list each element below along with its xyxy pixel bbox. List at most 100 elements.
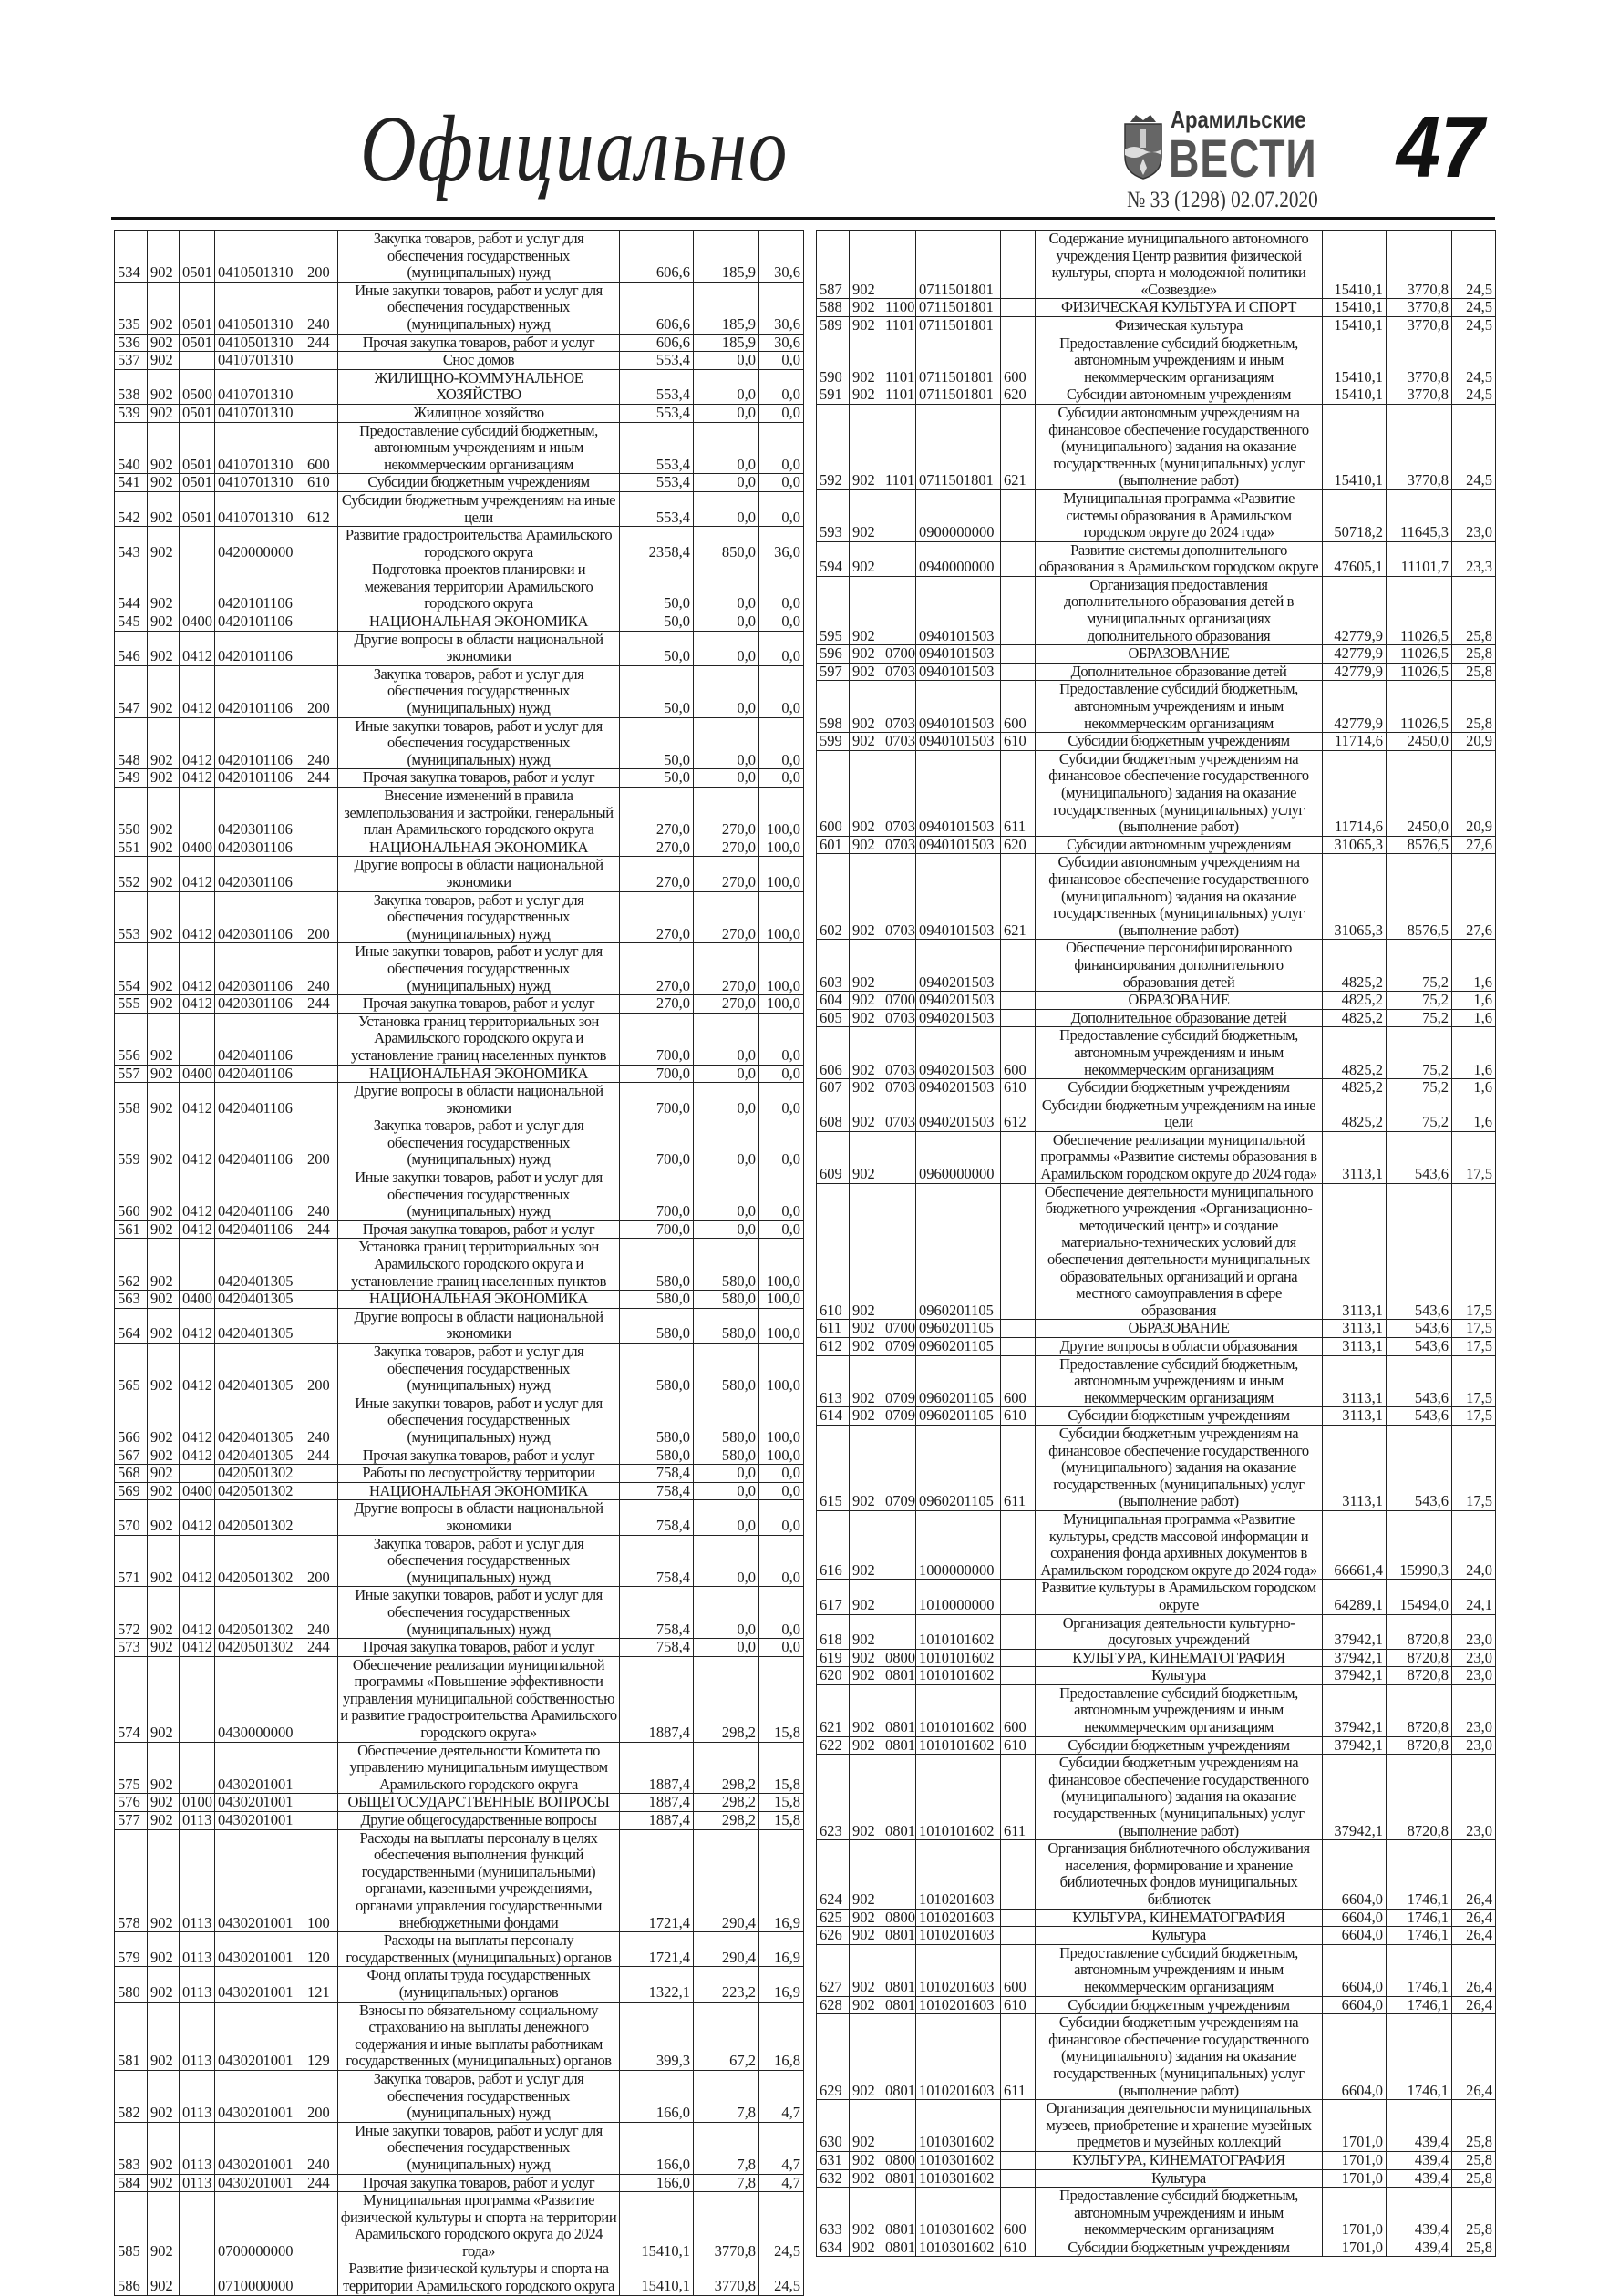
ministry-code-cell: 902 [147, 994, 180, 1014]
expense-type-cell [304, 1064, 338, 1084]
description-cell: Предоставление субсидий бюджетным, автон… [1035, 1354, 1323, 1408]
table-row: 543 902 0420000000 Развитие градостроительс… [114, 526, 804, 562]
execution-percent-cell: 15,8 [758, 1655, 804, 1743]
target-code-cell: 0410701310 [214, 473, 304, 492]
plan-amount-cell: 1887,4 [619, 1655, 694, 1743]
description-cell: Иные закупки товаров, работ и услуг для … [337, 281, 620, 335]
ministry-code-cell: 902 [147, 1828, 180, 1933]
description-cell: Фонд оплаты труда государственных (муниц… [337, 1966, 620, 2003]
row-number-cell: 584 [114, 2173, 148, 2193]
section-code-cell: 0703 [882, 853, 916, 941]
description-cell: ОБРАЗОВАНИЕ [1035, 644, 1323, 664]
execution-percent-cell: 0,0 [758, 351, 804, 370]
expense-type-cell: 611 [1000, 749, 1036, 837]
executed-amount-cell: 0,0 [693, 403, 759, 423]
table-row: 626 902 0801 1010201603 Культура 6604,0 1746,1… [816, 1926, 1496, 1945]
description-cell: Предоставление субсидий бюджетным, автон… [1035, 2187, 1323, 2239]
description-cell: Обеспечение реализации муниципальной про… [1035, 1130, 1323, 1184]
executed-amount-cell: 7,8 [693, 2173, 759, 2193]
executed-amount-cell: 270,0 [693, 838, 759, 858]
expense-type-cell [304, 351, 338, 370]
section-code-cell [882, 541, 916, 577]
table-row: 633 902 0801 1010301602 600 Предоставление су… [816, 2187, 1496, 2239]
section-code-cell [882, 1130, 916, 1184]
target-code-cell: 1010000000 [915, 1579, 1001, 1615]
plan-amount-cell: 11714,6 [1322, 732, 1387, 751]
execution-percent-cell: 4,7 [758, 2121, 804, 2175]
ministry-code-cell: 902 [147, 716, 180, 770]
target-code-cell: 0420501302 [214, 1534, 304, 1588]
executed-amount-cell: 298,2 [693, 1811, 759, 1830]
description-cell: Предоставление субсидий бюджетным, автон… [1035, 1943, 1323, 1997]
description-cell: Организация библиотечного обслуживания н… [1035, 1839, 1323, 1910]
executed-amount-cell: 290,4 [693, 1828, 759, 1933]
table-row: 586 902 0710000000 Развитие физической куль… [114, 2260, 804, 2296]
ministry-code-cell: 902 [849, 298, 882, 317]
row-number-cell: 538 [114, 368, 148, 405]
ministry-code-cell: 902 [849, 1926, 882, 1945]
executed-amount-cell: 0,0 [693, 490, 759, 528]
description-cell: Прочая закупка товаров, работ и услуг [337, 768, 620, 788]
table-row: 631 902 0800 1010301602 КУЛЬТУРА, КИНЕМАТОГР… [816, 2150, 1496, 2170]
section-code-cell: 0113 [179, 2069, 215, 2123]
plan-amount-cell: 270,0 [619, 787, 694, 839]
target-code-cell: 0940101503 [915, 662, 1001, 682]
target-code-cell: 0430201001 [214, 1793, 304, 1813]
executed-amount-cell: 0,0 [693, 1534, 759, 1588]
table-row: 574 902 0430000000 Обеспечение реализации м… [114, 1655, 804, 1743]
section-code-cell: 0113 [179, 2001, 215, 2071]
section-code-cell: 0400 [179, 1481, 215, 1501]
row-number-cell: 608 [816, 1096, 850, 1132]
executed-amount-cell: 2450,0 [1386, 732, 1452, 751]
expense-type-cell: 244 [304, 768, 338, 788]
plan-amount-cell: 580,0 [619, 1307, 694, 1344]
ministry-code-cell: 902 [147, 2260, 180, 2296]
plan-amount-cell: 700,0 [619, 1064, 694, 1084]
executed-amount-cell: 0,0 [693, 613, 759, 632]
section-code-cell: 0703 [882, 662, 916, 682]
description-cell: Предоставление субсидий бюджетным, автон… [1035, 1683, 1323, 1737]
expense-type-cell: 600 [1000, 1683, 1036, 1737]
target-code-cell: 0420301106 [214, 787, 304, 839]
target-code-cell: 0420101106 [214, 716, 304, 770]
expense-type-cell [1000, 1509, 1036, 1580]
executed-amount-cell: 11026,5 [1386, 662, 1452, 682]
expense-type-cell: 240 [304, 716, 338, 770]
row-number-cell: 613 [816, 1354, 850, 1408]
execution-percent-cell: 1,6 [1451, 1008, 1496, 1028]
execution-percent-cell: 24,5 [1451, 229, 1496, 300]
plan-amount-cell: 31065,3 [1322, 853, 1387, 941]
plan-amount-cell: 606,6 [619, 230, 694, 283]
ministry-code-cell: 902 [849, 2168, 882, 2188]
expense-type-cell: 240 [304, 1169, 338, 1221]
expense-type-cell: 612 [304, 490, 338, 528]
plan-amount-cell: 4825,2 [1322, 1026, 1387, 1080]
table-row: 577 902 0113 0430201001 Другие общегосударст… [114, 1811, 804, 1830]
section-code-cell: 0703 [882, 1008, 916, 1028]
table-row: 629 902 0801 1010201603 611 Субсидии бюджетны… [816, 2013, 1496, 2101]
expense-type-cell: 200 [304, 230, 338, 283]
ministry-code-cell: 902 [849, 662, 882, 682]
target-code-cell: 0420401106 [214, 1064, 304, 1084]
executed-amount-cell: 270,0 [693, 994, 759, 1014]
execution-percent-cell: 23,0 [1451, 1683, 1496, 1737]
executed-amount-cell: 580,0 [693, 1290, 759, 1309]
description-cell: Обеспечение реализации муниципальной про… [337, 1655, 620, 1743]
row-number-cell: 564 [114, 1307, 148, 1344]
description-cell: Субсидии автономным учреждениям [1035, 835, 1323, 855]
section-code-cell: 0412 [179, 1343, 215, 1395]
row-number-cell: 616 [816, 1509, 850, 1580]
description-cell: Жилищное хозяйство [337, 403, 620, 423]
table-row: 601 902 0703 0940101503 620 Субсидии автономн… [816, 835, 1496, 855]
row-number-cell: 634 [816, 2238, 850, 2258]
expense-type-cell [304, 1012, 338, 1066]
expense-type-cell: 240 [304, 2121, 338, 2175]
expense-type-cell: 244 [304, 2173, 338, 2193]
header-divider [111, 217, 1495, 220]
expense-type-cell: 129 [304, 2001, 338, 2071]
plan-amount-cell: 3113,1 [1322, 1319, 1387, 1338]
section-code-cell [179, 526, 215, 562]
table-row: 566 902 0412 0420401305 240 Иные закупки това… [114, 1394, 804, 1447]
expense-type-cell [1000, 575, 1036, 646]
description-cell: Установка границ территориальных зон Ара… [337, 1238, 620, 1292]
